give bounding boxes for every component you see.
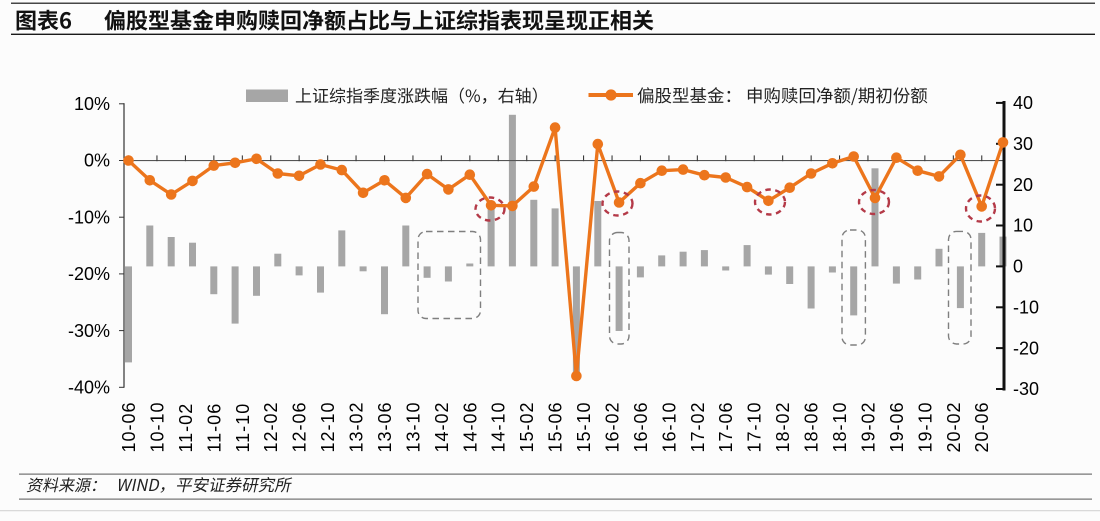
svg-text:13-06: 13-06	[375, 401, 395, 452]
svg-text:15-02: 15-02	[517, 401, 537, 452]
svg-text:14-10: 14-10	[489, 401, 509, 452]
svg-text:14-02: 14-02	[432, 401, 452, 452]
svg-text:-10%: -10%	[68, 207, 110, 227]
svg-text:10: 10	[1013, 216, 1033, 236]
svg-text:-40%: -40%	[68, 378, 110, 398]
svg-text:20-02: 20-02	[944, 401, 964, 452]
svg-text:16-02: 16-02	[603, 401, 623, 452]
svg-text:17-06: 17-06	[716, 401, 736, 452]
svg-text:19-02: 19-02	[858, 401, 878, 452]
svg-text:-20%: -20%	[68, 264, 110, 284]
svg-text:11-02: 11-02	[176, 403, 196, 453]
svg-text:20: 20	[1013, 175, 1033, 195]
svg-text:14-06: 14-06	[460, 401, 480, 452]
svg-text:13-10: 13-10	[403, 401, 423, 452]
svg-text:0: 0	[1013, 257, 1023, 277]
svg-text:40: 40	[1013, 93, 1033, 113]
svg-text:17-02: 17-02	[688, 401, 708, 452]
svg-text:10%: 10%	[74, 94, 110, 114]
svg-text:16-06: 16-06	[631, 401, 651, 452]
svg-text:15-06: 15-06	[546, 401, 566, 452]
svg-text:18-10: 18-10	[830, 401, 850, 452]
svg-text:-30%: -30%	[68, 321, 110, 341]
svg-text:-30: -30	[1013, 379, 1039, 399]
svg-text:13-02: 13-02	[347, 401, 367, 452]
svg-text:0%: 0%	[84, 151, 110, 171]
svg-text:10-10: 10-10	[147, 401, 167, 452]
svg-text:11-06: 11-06	[204, 403, 224, 453]
svg-text:30: 30	[1013, 134, 1033, 154]
svg-text:19-10: 19-10	[915, 401, 935, 452]
svg-text:-20: -20	[1013, 338, 1039, 358]
svg-text:-10: -10	[1013, 298, 1039, 318]
svg-text:18-02: 18-02	[773, 401, 793, 452]
svg-text:16-10: 16-10	[659, 401, 679, 452]
svg-text:20-06: 20-06	[972, 401, 992, 452]
svg-text:12-06: 12-06	[290, 401, 310, 452]
svg-text:12-10: 12-10	[318, 401, 338, 452]
svg-text:18-06: 18-06	[802, 401, 822, 452]
svg-text:11-10: 11-10	[233, 403, 253, 453]
svg-text:17-10: 17-10	[745, 401, 765, 452]
svg-text:12-02: 12-02	[261, 401, 281, 452]
svg-text:15-10: 15-10	[574, 401, 594, 452]
svg-text:19-06: 19-06	[887, 401, 907, 452]
svg-text:10-06: 10-06	[119, 401, 139, 452]
